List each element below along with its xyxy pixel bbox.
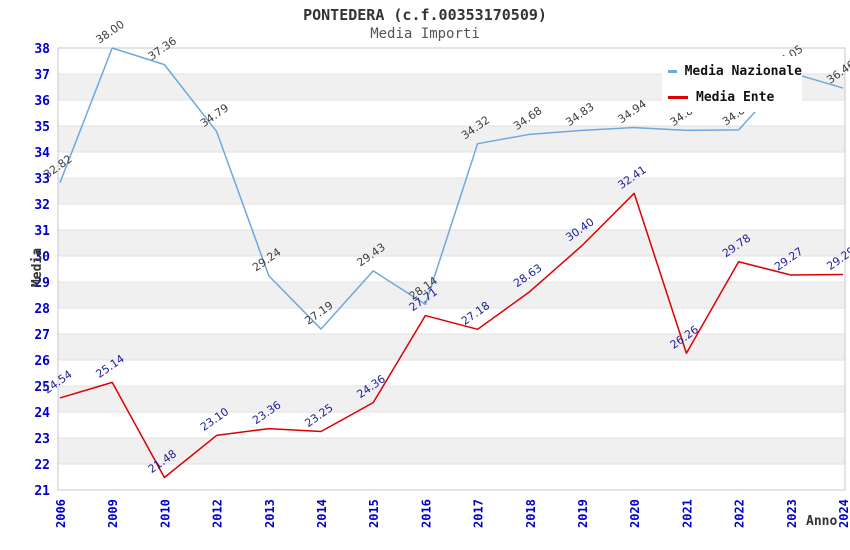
y-tick-label: 38 — [34, 42, 50, 57]
grid-band — [58, 438, 845, 464]
y-tick-label: 31 — [34, 224, 50, 239]
x-tick-label: 2009 — [106, 499, 120, 528]
y-tick-label: 30 — [34, 250, 50, 265]
y-tick-label: 33 — [34, 172, 50, 187]
y-tick-label: 35 — [34, 120, 50, 135]
grid-band — [58, 464, 845, 490]
grid-band — [58, 178, 845, 204]
y-tick-label: 22 — [34, 458, 50, 473]
y-tick-label: 24 — [34, 406, 50, 421]
x-tick-label: 2017 — [472, 499, 486, 528]
x-tick-label: 2016 — [419, 499, 433, 528]
x-tick-label: 2015 — [367, 499, 381, 528]
legend-label: Media Nazionale — [684, 63, 802, 79]
x-axis-title: Anno — [806, 514, 838, 529]
x-tick-label: 2020 — [628, 499, 642, 528]
chart-legend: Media Nazionale Media Ente — [662, 56, 802, 112]
grid-band — [58, 412, 845, 438]
y-tick-label: 37 — [34, 68, 50, 83]
x-tick-label: 2010 — [158, 499, 172, 528]
grid-band — [58, 386, 845, 412]
y-tick-label: 27 — [34, 328, 50, 343]
grid-band — [58, 308, 845, 334]
y-tick-label: 26 — [34, 354, 50, 369]
chart-title: PONTEDERA (c.f.00353170509) — [303, 6, 547, 24]
x-tick-label: 2022 — [733, 499, 747, 528]
data-label: 38.00 — [94, 18, 127, 47]
y-tick-label: 36 — [34, 94, 50, 109]
x-tick-label: 2021 — [680, 499, 694, 528]
legend-item: Media Nazionale — [668, 64, 802, 79]
y-tick-label: 21 — [34, 484, 50, 499]
y-axis-title: Media — [30, 247, 46, 288]
x-tick-label: 2024 — [837, 499, 850, 528]
x-tick-label: 2019 — [576, 499, 590, 528]
y-tick-label: 25 — [34, 380, 50, 395]
series-line-media-ente — [59, 192, 844, 479]
y-tick-label: 28 — [34, 302, 50, 317]
y-tick-label: 34 — [34, 146, 50, 161]
grid-band — [58, 230, 845, 256]
y-tick-label: 32 — [34, 198, 50, 213]
legend-marker-icon — [668, 69, 677, 73]
legend-label: Media Ente — [696, 89, 775, 105]
x-tick-label: 2013 — [263, 499, 277, 528]
series-line-media-nazionale — [59, 47, 844, 330]
grid-band — [58, 152, 845, 178]
y-tick-label: 23 — [34, 432, 50, 447]
x-tick-label: 2006 — [54, 499, 68, 528]
x-tick-label: 2018 — [524, 499, 538, 528]
grid-band — [58, 334, 845, 360]
plot-border — [57, 47, 846, 491]
x-tick-label: 2023 — [785, 499, 799, 528]
grid-band — [58, 256, 845, 282]
legend-marker-icon — [668, 95, 688, 99]
legend-item: Media Ente — [668, 90, 802, 105]
y-tick-label: 29 — [34, 276, 50, 291]
grid-band — [58, 282, 845, 308]
x-tick-label: 2012 — [211, 499, 225, 528]
grid-band — [58, 360, 845, 386]
x-tick-label: 2014 — [315, 499, 329, 528]
chart-subtitle: Media Importi — [370, 26, 480, 42]
